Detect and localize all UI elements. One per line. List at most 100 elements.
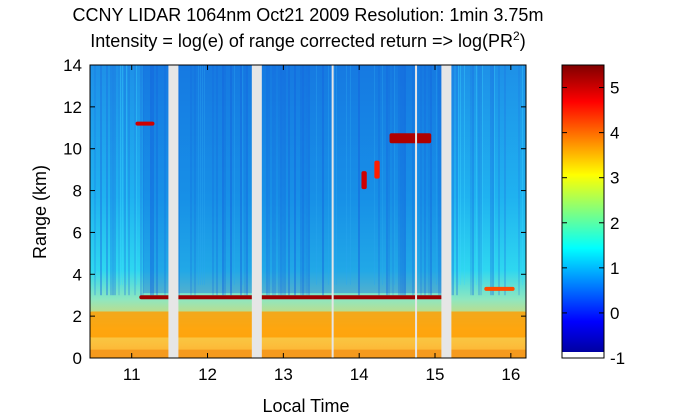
heatmap-column	[150, 65, 152, 296]
heatmap-column	[492, 65, 494, 296]
heatmap-column	[490, 65, 492, 296]
heatmap-column	[288, 65, 290, 296]
heatmap-column	[242, 65, 243, 285]
y-tick-label: 4	[73, 265, 82, 284]
heatmap-column	[128, 65, 130, 296]
heatmap-column	[112, 65, 114, 296]
heatmap-column	[266, 65, 268, 296]
chart-subtitle: Intensity = log(e) of range corrected re…	[90, 29, 525, 51]
data-gap	[331, 65, 334, 358]
data-gaps	[168, 65, 452, 358]
heatmap-column	[358, 65, 360, 296]
heatmap-column	[304, 65, 306, 296]
heatmap-area	[90, 65, 526, 358]
heatmap-column	[94, 65, 96, 296]
heatmap-column	[164, 65, 166, 296]
heatmap-column	[328, 65, 329, 285]
heatmap-column	[402, 65, 404, 296]
heatmap-column	[398, 65, 400, 296]
chart-title: CCNY LIDAR 1064nm Oct21 2009 Resolution:…	[73, 5, 544, 25]
heatmap-column	[200, 65, 201, 285]
x-tick-label: 15	[426, 365, 445, 384]
data-gap	[168, 65, 179, 358]
heatmap-column	[142, 65, 144, 296]
heatmap-column	[480, 65, 482, 296]
heatmap-column	[430, 65, 432, 296]
heatmap-column	[100, 65, 102, 296]
heatmap-column	[412, 65, 414, 296]
heatmap-column	[346, 65, 347, 285]
colorbar-tick-label: 5	[610, 79, 619, 98]
heatmap-column	[518, 65, 520, 296]
colorbar-missing-band	[562, 352, 604, 358]
heatmap-feature	[139, 295, 443, 300]
heatmap-column	[114, 65, 116, 296]
heatmap-column	[198, 65, 199, 285]
heatmap-column	[244, 65, 246, 296]
heatmap-column	[222, 65, 224, 296]
heatmap-column	[134, 65, 136, 296]
heatmap-column	[456, 65, 458, 296]
heatmap-column	[458, 65, 459, 285]
heatmap-column	[498, 65, 500, 296]
heatmap-background	[90, 65, 526, 358]
heatmap-column	[336, 65, 337, 285]
heatmap-column	[464, 65, 465, 285]
heatmap-column	[278, 65, 280, 296]
heatmap-column	[106, 65, 108, 296]
y-axis: 0 2 4 6 8 10 12 14	[63, 56, 526, 368]
heatmap-column	[470, 65, 472, 296]
y-tick-label: 10	[63, 140, 82, 159]
heatmap-column	[280, 65, 282, 296]
x-tick-label: 13	[274, 365, 293, 384]
heatmap-column	[452, 65, 454, 296]
heatmap-column	[386, 65, 388, 296]
x-tick-label: 14	[350, 365, 369, 384]
heatmap-column	[282, 65, 284, 296]
heatmap-column	[224, 65, 226, 296]
heatmap-column	[190, 65, 192, 296]
heatmap-column	[476, 65, 477, 285]
x-axis-label: Local Time	[262, 396, 349, 416]
heatmap-feature	[361, 171, 367, 190]
heatmap-column	[420, 65, 422, 296]
x-tick-label: 11	[123, 365, 141, 384]
heatmap-column	[504, 65, 506, 296]
heatmap-column	[126, 65, 127, 285]
y-tick-label: 14	[63, 56, 82, 75]
heatmap-column	[136, 65, 137, 285]
heatmap-surface-band	[90, 349, 526, 358]
y-tick-label: 8	[73, 182, 82, 201]
y-axis-label: Range (km)	[30, 165, 50, 259]
colorbar-tick-label: 4	[610, 124, 619, 143]
heatmap-column	[152, 65, 154, 296]
y-tick-label: 12	[63, 98, 82, 117]
heatmap-column	[440, 65, 442, 296]
heatmap-column	[394, 65, 395, 285]
colorbar-tick-label: 3	[610, 169, 619, 188]
heatmap-column	[472, 65, 474, 296]
x-tick-label: 12	[198, 365, 217, 384]
heatmap-column	[294, 65, 296, 296]
heatmap-column	[194, 65, 196, 296]
heatmap-column	[388, 65, 390, 296]
heatmap-feature	[389, 133, 432, 144]
y-tick-label: 0	[73, 349, 82, 368]
heatmap-column	[522, 65, 523, 285]
heatmap-column	[110, 65, 112, 296]
heatmap-column	[272, 65, 274, 296]
heatmap-column	[322, 65, 324, 296]
colorbar-tick-label: 2	[610, 214, 619, 233]
heatmap-column	[404, 65, 406, 296]
y-tick-label: 6	[73, 223, 82, 242]
heatmap-column	[274, 65, 276, 296]
heatmap-column	[438, 65, 440, 296]
heatmap-column	[140, 65, 142, 296]
heatmap-region	[143, 65, 443, 294]
heatmap-column	[428, 65, 430, 296]
heatmap-column	[306, 65, 308, 296]
heatmap-stripes	[94, 65, 523, 296]
heatmap-column	[494, 65, 495, 285]
heatmap-column	[460, 65, 461, 285]
